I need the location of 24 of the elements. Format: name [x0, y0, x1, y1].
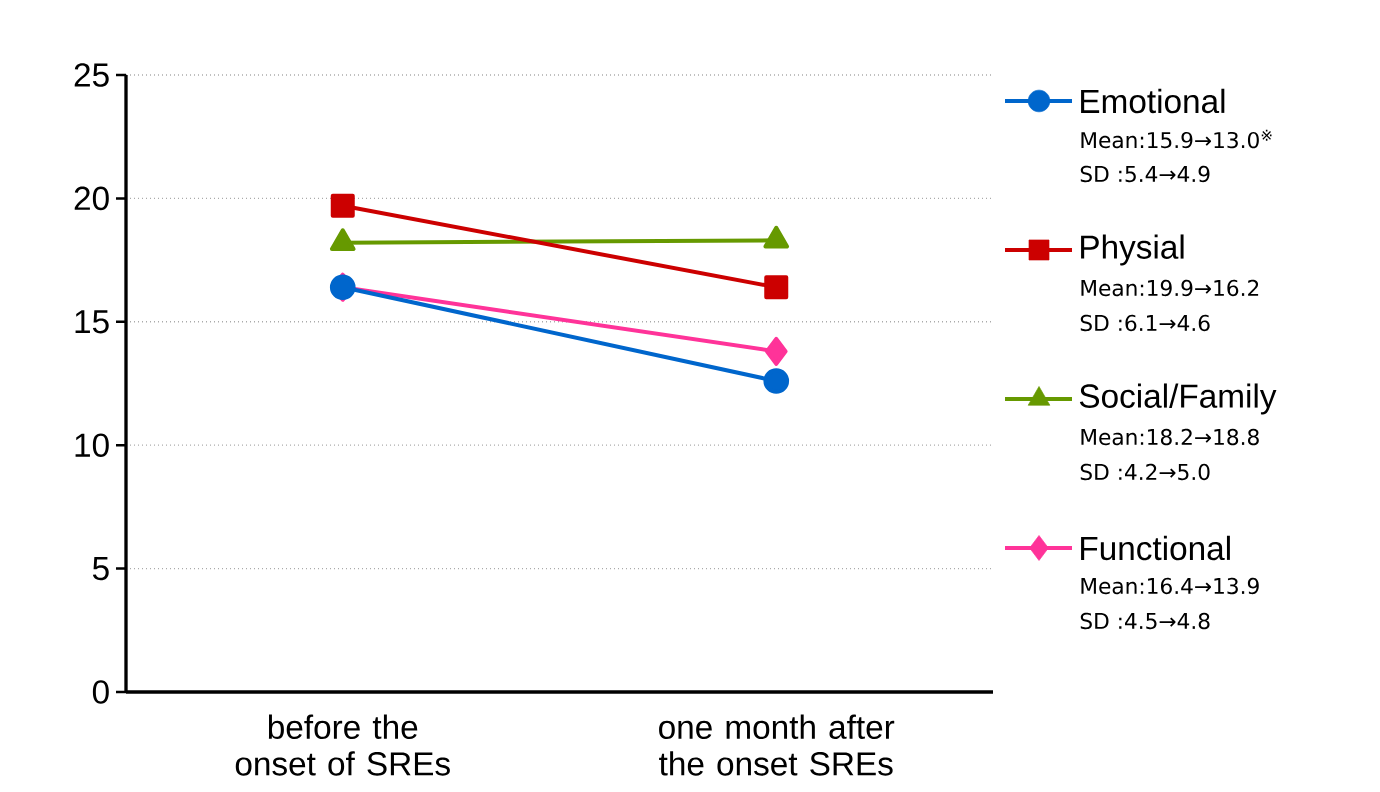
legend-label: Physial	[1081, 234, 1184, 266]
x-tick-label: one month after the onset SREs	[659, 714, 895, 776]
text: SD :4.2→5.0	[1080, 463, 1210, 481]
x-tick-label: before the onset of SREs	[235, 714, 450, 776]
y-tick-label: 15	[75, 310, 109, 334]
point	[764, 336, 788, 366]
y-tick-label: 10	[75, 433, 109, 457]
text: SD :5.4→4.9	[1080, 165, 1210, 183]
y-tick-label: 25	[74, 63, 109, 87]
text: SD :4.5→4.8	[1080, 612, 1210, 630]
text: Mean:16.4→13.9	[1081, 577, 1259, 595]
point	[763, 368, 790, 394]
legend-label: Functional	[1081, 535, 1230, 561]
point	[330, 193, 355, 218]
legend-label: Social/Family	[1079, 383, 1277, 415]
text: Mean:15.9→13.0$^{※}$	[1081, 129, 1272, 149]
text: SD :6.1→4.6	[1080, 314, 1210, 332]
y-tick-label: 0	[92, 680, 109, 704]
legend-label: Emotional	[1081, 88, 1225, 114]
y-tick-label: 20	[74, 186, 109, 211]
text: Mean:19.9→16.2	[1081, 279, 1259, 297]
text: Mean:18.2→18.8	[1081, 428, 1259, 446]
point	[764, 275, 789, 300]
y-tick-label: 5	[92, 556, 109, 581]
